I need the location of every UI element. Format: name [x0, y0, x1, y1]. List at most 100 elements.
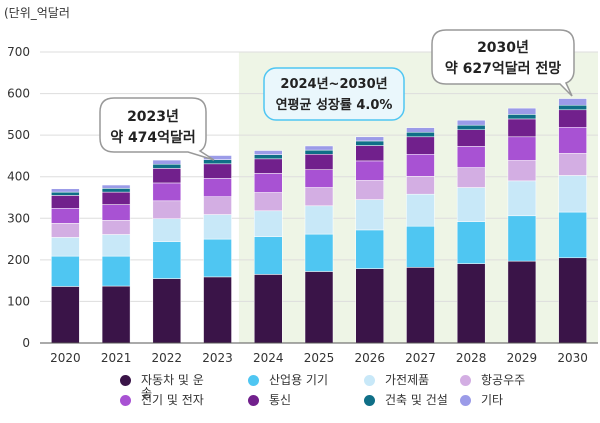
legend-item: 통신	[248, 394, 339, 407]
bar-segment	[51, 208, 80, 224]
bar-segment	[152, 159, 182, 165]
bar-segment	[254, 150, 283, 155]
callout-2023-line2: 약 474억달러	[110, 129, 196, 146]
legend-swatch	[248, 395, 259, 406]
legend: 자동차 및 운송 산업용 기기 가전제품 항공우주 전기 및 전자 통신 건축 …	[120, 374, 600, 420]
bar-segment	[152, 163, 182, 169]
y-tick-label: 500	[7, 128, 30, 142]
bar-segment	[406, 154, 435, 177]
y-tick-label: 400	[7, 170, 30, 184]
bar-segment	[152, 168, 182, 184]
bar-stack-2022	[152, 159, 182, 344]
bar-stack-2027	[406, 127, 435, 344]
legend-item: 가전제품	[364, 374, 455, 387]
bar-segment	[456, 119, 486, 126]
x-tick-label: 2025	[304, 351, 335, 365]
x-tick-label: 2024	[253, 351, 284, 365]
bar-segment	[51, 188, 80, 193]
x-axis-ticks: 2020 2021 2022 2023 2024 2025 2026 2027 2028 2029…	[50, 351, 588, 365]
legend-label: 건축 및 건설	[385, 393, 448, 407]
callout-2023-bubble	[99, 97, 215, 161]
bar-segment	[101, 234, 131, 257]
bar-segment	[456, 187, 486, 222]
y-tick-label: 100	[7, 294, 30, 308]
bar-segment	[203, 155, 232, 160]
legend-swatch	[120, 395, 131, 406]
bar-segment	[203, 163, 232, 179]
bar-stack-2023	[203, 155, 232, 344]
bar-segment	[406, 131, 435, 138]
bar-segment	[558, 257, 587, 344]
bar-segment	[355, 140, 384, 146]
legend-item: 자동차 및 운송	[120, 374, 211, 400]
bar-segment	[51, 223, 80, 238]
bar-stack-2028	[456, 119, 486, 344]
bar-segment	[558, 109, 587, 128]
bar-segment	[558, 175, 587, 213]
x-tick-label: 2021	[101, 351, 132, 365]
bar-segment	[507, 215, 537, 262]
x-tick-label: 2023	[202, 351, 233, 365]
bar-stack-2025	[304, 145, 334, 344]
bar-segment	[456, 146, 486, 168]
bar-segment	[355, 136, 384, 142]
bar-segment	[406, 176, 435, 195]
unit-label: (단위_억달러	[4, 6, 70, 20]
bar-segment	[558, 98, 587, 106]
legend-label: 항공우주	[481, 373, 526, 387]
bar-segment	[203, 159, 232, 165]
x-tick-label: 2030	[557, 351, 588, 365]
x-tick-label: 2022	[152, 351, 183, 365]
bar-segment	[203, 214, 232, 240]
bar-segment	[101, 184, 131, 189]
bar-segment	[203, 238, 232, 278]
bar-segment	[456, 124, 486, 130]
callout-2023-line1: 2023년	[127, 109, 179, 125]
bar-segment	[507, 160, 537, 182]
callout-cagr-line1: 2024년~2030년	[280, 77, 387, 92]
bar-stack-2026	[355, 136, 384, 344]
legend-item: 전기 및 전자	[120, 394, 211, 407]
bar-segment	[456, 129, 486, 147]
bar-segment	[304, 154, 334, 170]
bar-segment	[304, 271, 334, 344]
bar-segment	[304, 169, 334, 188]
legend-item: 산업용 기기	[248, 374, 339, 387]
x-tick-label: 2027	[405, 351, 436, 365]
bar-segment	[304, 187, 334, 207]
bar-stack-2029	[507, 107, 537, 344]
bar-segment	[203, 276, 232, 344]
bar-segment	[456, 221, 486, 264]
legend-label: 전기 및 전자	[141, 393, 204, 407]
legend-label: 자동차 및 운송	[141, 373, 204, 400]
bar-segment	[355, 180, 384, 200]
legend-item: 항공우주	[460, 374, 551, 387]
bar-segment	[558, 126, 587, 154]
bar-segment	[152, 218, 182, 242]
bar-segment	[254, 274, 283, 344]
legend-swatch	[364, 395, 375, 406]
bar-stack-2024	[254, 150, 283, 344]
bar-segment	[101, 204, 131, 221]
legend-label: 가전제품	[385, 373, 430, 387]
legend-label: 통신	[269, 393, 292, 407]
bar-segment	[507, 107, 537, 115]
bar-segment	[355, 268, 384, 344]
y-tick-label: 300	[7, 211, 30, 225]
y-axis-ticks: 0 100 200 300 400 500 600 700	[7, 45, 30, 350]
legend-swatch	[460, 395, 471, 406]
legend-label: 기타	[481, 393, 504, 407]
bar-segment	[456, 263, 486, 344]
bar-segment	[355, 160, 384, 181]
callout-cagr-line2: 연평균 성장률 4.0%	[276, 97, 393, 113]
bar-segment	[254, 210, 283, 237]
callout-2030-bubble	[431, 29, 575, 97]
bar-stack-2020	[51, 188, 80, 344]
bar-segment	[51, 195, 80, 209]
bar-segment	[152, 241, 182, 279]
bar-segment	[507, 118, 537, 138]
bar-segment	[558, 104, 587, 111]
bar-segment	[51, 286, 80, 344]
bar-segment	[51, 255, 80, 287]
bar-stack-2030	[558, 98, 587, 344]
